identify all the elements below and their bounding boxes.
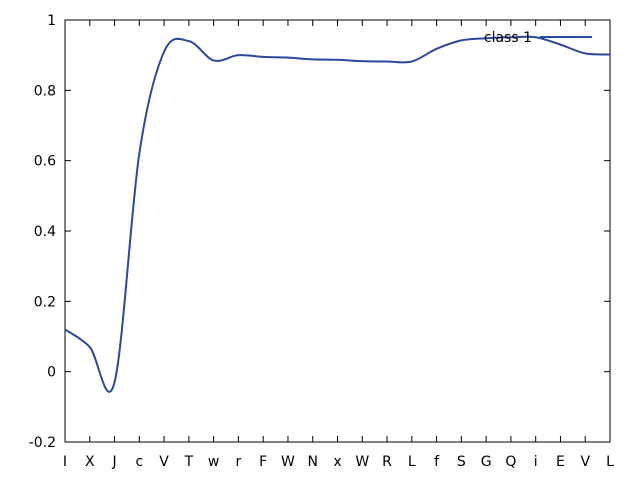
x-tick-label: G [481,454,492,470]
y-tick-label: -0.2 [29,435,56,451]
x-tick-label: c [135,454,143,470]
x-tick-label: T [184,454,194,470]
x-tick-label: f [434,454,440,470]
y-tick-label: 1 [47,13,56,29]
x-tick-label: R [382,454,392,470]
x-tick-label: W [355,454,369,470]
x-tick-label: F [259,454,267,470]
legend-label-class-1: class 1 [484,30,532,46]
x-tick-label: L [606,454,614,470]
x-tick-label: X [85,454,95,470]
x-tick-label: E [556,454,565,470]
x-tick-label: w [208,454,219,470]
x-tick-label: W [281,454,295,470]
x-tick-label: N [307,454,317,470]
y-tick-label: 0.4 [34,224,56,240]
x-tick-label: S [457,454,466,470]
series-layer [64,35,611,393]
x-tick-label: r [236,454,242,470]
legend: class 1 [484,30,592,46]
x-tick-label: x [333,454,341,470]
x-tick-label: J [111,454,116,470]
x-tick-label: I [63,454,67,470]
x-tick-label: V [159,454,169,470]
x-tick-label: V [580,454,590,470]
y-tick-label: 0 [47,365,56,381]
series-line-class-1 [64,35,611,393]
y-tick-label: 0.8 [34,83,56,99]
plot-frame [64,19,611,443]
x-tick-label: Q [505,454,516,470]
y-tick-label: 0.2 [34,294,56,310]
x-tick-label: i [534,454,538,470]
y-tick-label: 0.6 [34,154,56,170]
x-tick-label: L [408,454,416,470]
